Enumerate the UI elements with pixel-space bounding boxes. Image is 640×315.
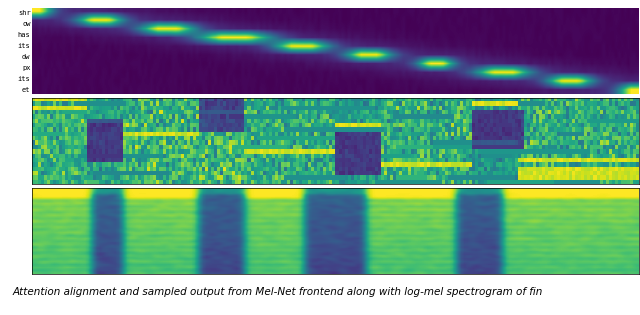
Text: Attention alignment and sampled output from Mel-Net frontend along with log-mel : Attention alignment and sampled output f… [13,287,543,297]
